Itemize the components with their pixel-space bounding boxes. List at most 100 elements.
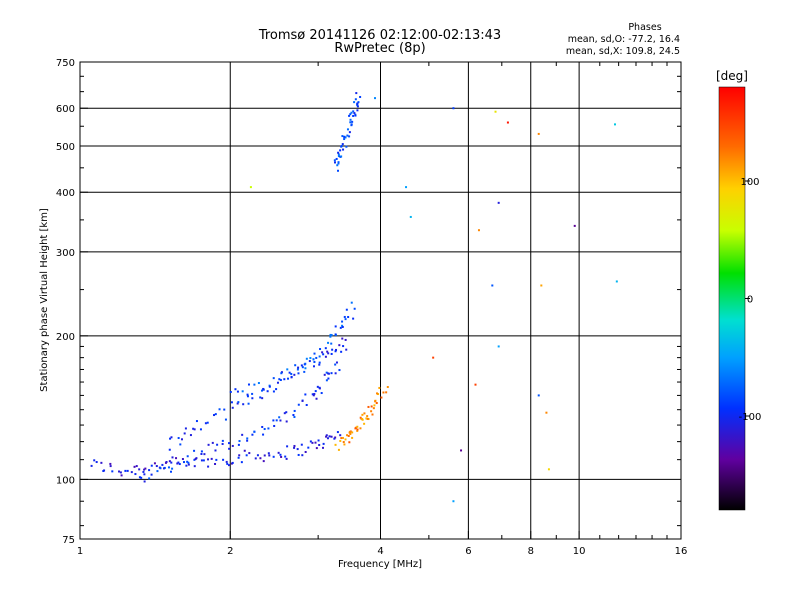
echo-point xyxy=(296,368,299,371)
echo-point xyxy=(354,98,357,101)
echo-point xyxy=(95,461,98,464)
echo-point xyxy=(143,473,146,476)
echo-point xyxy=(342,441,345,444)
echo-point xyxy=(351,120,354,123)
echo-point xyxy=(313,352,316,355)
echo-point xyxy=(321,351,324,354)
echo-point xyxy=(372,407,375,410)
echo-point xyxy=(537,132,540,135)
echo-point xyxy=(315,356,318,359)
echo-point xyxy=(345,348,348,351)
echo-point xyxy=(349,118,352,121)
echo-point xyxy=(268,385,271,388)
echo-point xyxy=(341,143,344,146)
echo-point xyxy=(340,155,343,158)
y-tick-label: 200 xyxy=(56,332,75,343)
echo-point xyxy=(214,449,217,452)
echo-point xyxy=(241,390,244,393)
echo-point xyxy=(285,411,288,414)
echo-point xyxy=(272,377,275,380)
echo-point xyxy=(343,443,346,446)
echo-point xyxy=(351,431,354,434)
echo-point xyxy=(178,463,181,466)
echo-point xyxy=(143,468,146,471)
echo-point xyxy=(331,348,334,351)
echo-point xyxy=(320,392,323,395)
echo-point xyxy=(246,395,249,398)
echo-point xyxy=(230,401,233,404)
echo-point xyxy=(318,443,321,446)
echo-point xyxy=(222,458,225,461)
echo-point xyxy=(356,109,359,112)
colorbar-tick-label: 0 xyxy=(747,295,753,306)
echo-point xyxy=(405,186,408,189)
echo-point xyxy=(348,131,351,134)
echo-point xyxy=(352,317,355,320)
echo-point xyxy=(370,410,373,413)
echo-point xyxy=(211,441,214,444)
echo-point xyxy=(203,453,206,456)
echo-point xyxy=(184,427,187,430)
echo-point xyxy=(314,441,317,444)
echo-point xyxy=(497,345,500,348)
echo-point xyxy=(301,399,304,402)
echo-point xyxy=(325,379,328,382)
echo-point xyxy=(452,107,455,110)
echo-point xyxy=(267,427,270,430)
echo-point xyxy=(313,360,316,363)
echo-point xyxy=(330,372,333,375)
echo-point xyxy=(240,461,243,464)
echo-point xyxy=(277,451,280,454)
echo-point xyxy=(261,425,264,428)
echo-point xyxy=(227,464,230,467)
echo-point xyxy=(333,437,336,440)
echo-point xyxy=(297,403,300,406)
echo-point xyxy=(309,357,312,360)
echo-point xyxy=(267,452,270,455)
echo-point xyxy=(231,406,234,409)
echo-point xyxy=(293,444,296,447)
echo-point xyxy=(261,397,264,400)
echo-point xyxy=(287,377,290,380)
echo-point xyxy=(343,138,346,141)
echo-point xyxy=(325,435,328,438)
echo-point xyxy=(144,467,147,470)
echo-point xyxy=(135,465,138,468)
echo-point xyxy=(169,470,172,473)
echo-point xyxy=(311,393,314,396)
x-tick-label: 16 xyxy=(675,546,688,557)
echo-point xyxy=(204,422,207,425)
echo-point xyxy=(311,441,314,444)
echo-point xyxy=(218,408,221,411)
echo-point xyxy=(246,393,249,396)
echo-points xyxy=(90,92,618,503)
echo-point xyxy=(246,437,249,440)
echo-point xyxy=(192,427,195,430)
echo-point xyxy=(236,402,239,405)
echo-point xyxy=(195,420,198,423)
echo-point xyxy=(189,434,192,437)
echo-point xyxy=(348,441,351,444)
echo-point xyxy=(307,446,310,449)
echo-point xyxy=(304,393,307,396)
echo-point xyxy=(385,391,388,394)
echo-point xyxy=(334,333,337,336)
echo-point xyxy=(386,386,389,389)
echo-point xyxy=(374,400,377,403)
echo-point xyxy=(170,461,173,464)
echo-point xyxy=(171,467,174,470)
echo-point xyxy=(344,136,347,139)
echo-point xyxy=(278,416,281,419)
echo-point xyxy=(215,458,218,461)
chart-subtitle: RwPretec (8p) xyxy=(334,41,425,56)
echo-point xyxy=(341,135,344,138)
echo-point xyxy=(370,405,373,408)
echo-point xyxy=(206,421,209,424)
echo-point xyxy=(345,308,348,311)
echo-point xyxy=(193,428,196,431)
echo-point xyxy=(213,414,216,417)
echo-point xyxy=(187,461,190,464)
echo-point xyxy=(200,452,203,455)
echo-point xyxy=(322,442,325,445)
